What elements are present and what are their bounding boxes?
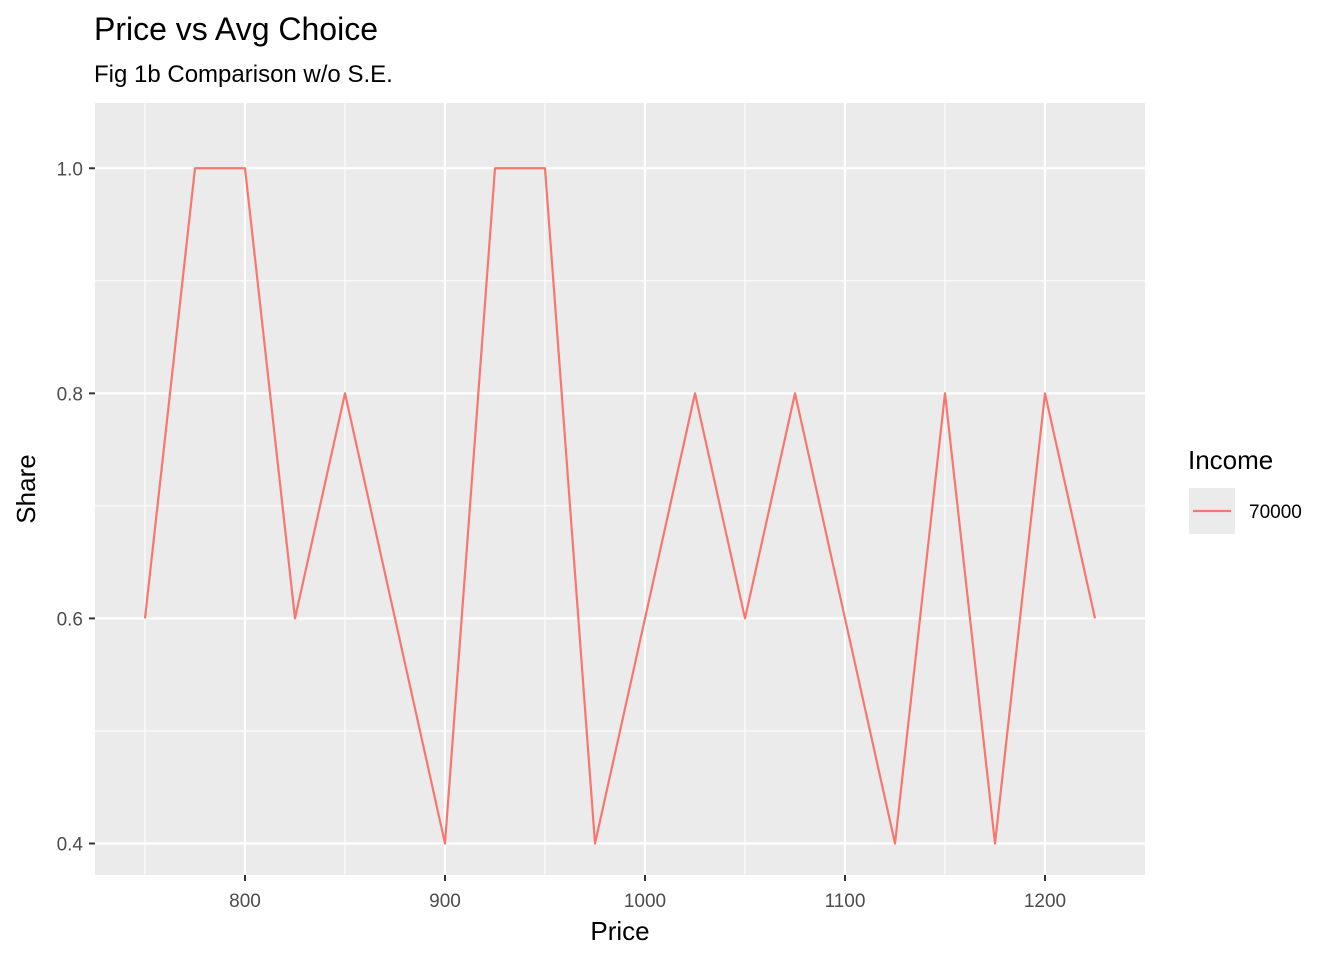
x-tick-label: 900	[429, 891, 461, 912]
legend: Income 70000	[1188, 445, 1302, 534]
x-tick-label: 1000	[624, 891, 666, 912]
legend-label: 70000	[1249, 502, 1302, 523]
y-axis-title: Share	[11, 454, 41, 523]
y-axis: 0.4 0.6 0.8 1.0	[57, 159, 95, 855]
legend-title: Income	[1188, 445, 1273, 475]
x-tick-label: 800	[229, 891, 261, 912]
x-axis: 800 900 1000 1100 1200	[229, 875, 1066, 912]
plot-panel	[95, 103, 1145, 875]
x-tick-label: 1200	[1024, 891, 1066, 912]
x-tick-label: 1100	[825, 891, 866, 912]
y-tick-label: 0.6	[57, 609, 83, 630]
series-line	[143, 167, 1097, 845]
x-axis-title: Price	[590, 916, 649, 946]
chart-subtitle: Fig 1b Comparison w/o S.E.	[94, 61, 393, 88]
y-tick-label: 1.0	[57, 159, 83, 180]
y-tick-label: 0.4	[57, 834, 84, 855]
series-layer	[143, 167, 1097, 845]
chart-title: Price vs Avg Choice	[94, 11, 378, 47]
y-tick-label: 0.8	[57, 384, 83, 405]
